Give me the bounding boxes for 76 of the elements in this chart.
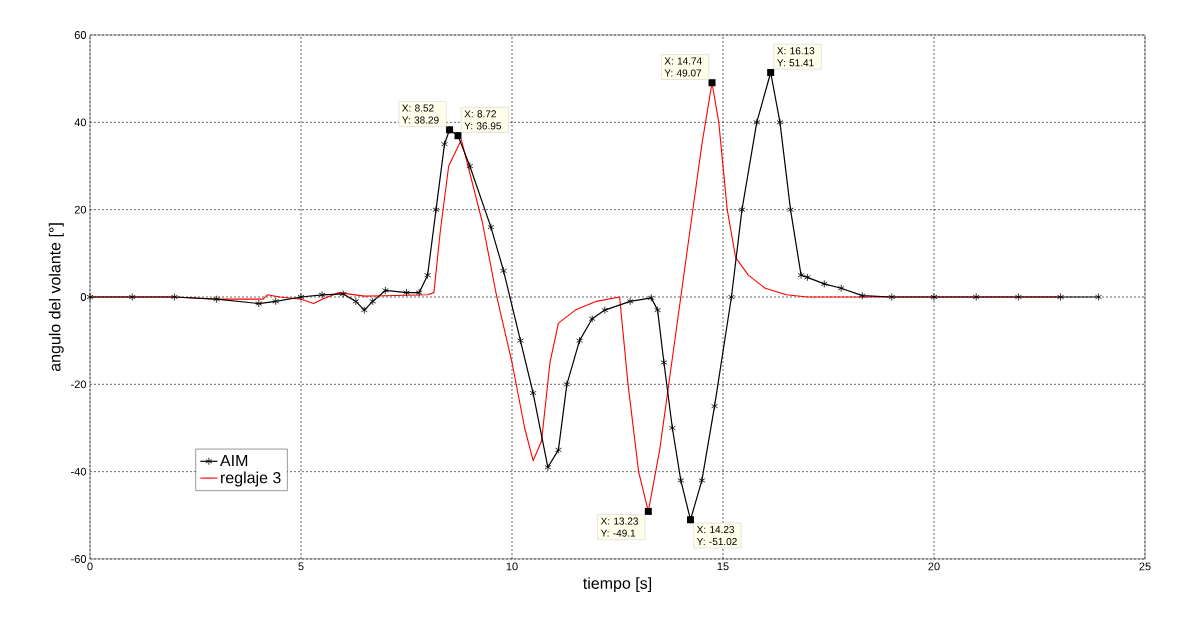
- point: [797, 271, 805, 280]
- point: [930, 293, 938, 301]
- point: [487, 223, 495, 232]
- point: [318, 290, 326, 299]
- point: [738, 205, 746, 214]
- y-tick-label: 60: [74, 31, 87, 39]
- annotation: X: 16.13 Y: 51.41: [777, 47, 815, 67]
- x-tick-label: 25: [1139, 562, 1151, 571]
- point: [424, 271, 432, 280]
- point: [500, 266, 507, 275]
- x-axis-title: tiempo [s]: [583, 577, 652, 593]
- y-tick-label: 20: [74, 205, 87, 214]
- point: [654, 306, 662, 314]
- point: [677, 476, 685, 485]
- y-tick-label: -60: [71, 555, 87, 563]
- legend-label: AIM: [220, 455, 248, 467]
- point: [86, 293, 94, 301]
- point: [820, 279, 828, 288]
- point: [544, 463, 552, 472]
- point: [529, 389, 537, 397]
- point: [170, 293, 178, 301]
- point: [588, 314, 596, 323]
- point: [668, 424, 676, 432]
- point: [517, 336, 524, 345]
- point: [626, 297, 634, 306]
- point: [647, 293, 655, 302]
- point: [128, 293, 136, 301]
- point: [432, 205, 440, 214]
- y-tick-label: -20: [71, 380, 87, 389]
- point: [441, 140, 448, 149]
- point: [803, 273, 811, 282]
- point: [466, 162, 474, 170]
- point: [339, 290, 347, 298]
- point: [698, 476, 706, 485]
- point: [360, 306, 368, 314]
- y-tick-label: -40: [71, 467, 87, 476]
- point: [563, 380, 571, 389]
- point: [403, 288, 410, 297]
- point: [576, 336, 583, 345]
- point: [554, 445, 562, 454]
- y-tick-label: 0: [80, 293, 87, 301]
- point: [711, 402, 718, 411]
- point: [415, 288, 423, 297]
- point: [776, 118, 784, 127]
- annotation: X: 8.52 Y: 38.29: [402, 104, 439, 124]
- x-tick-label: 15: [717, 562, 729, 571]
- point: [888, 293, 896, 301]
- annotation: X: 8.72 Y: 36.95: [464, 110, 502, 130]
- y-axis-title: angulo del volante [°]: [48, 223, 64, 372]
- point: [1095, 293, 1102, 301]
- point: [381, 286, 389, 295]
- point: [753, 118, 761, 127]
- x-tick-label: 0: [87, 562, 93, 571]
- x-tick-label: 5: [298, 562, 304, 571]
- legend-label: reglaje 3: [221, 471, 281, 487]
- point: [1057, 293, 1065, 301]
- point: [858, 291, 866, 300]
- annotation: X: 13.23 Y: -49.1: [600, 517, 638, 537]
- point: [369, 297, 377, 306]
- point: [213, 295, 221, 304]
- annotation: X: 14.23 Y: -51.02: [696, 525, 737, 546]
- point: [297, 293, 305, 301]
- y-tick-label: 40: [74, 118, 87, 127]
- point: [837, 284, 845, 293]
- point: [352, 297, 360, 306]
- point: [255, 299, 263, 308]
- point: [972, 293, 980, 301]
- point: [272, 297, 280, 306]
- point: [660, 358, 668, 367]
- x-tick-label: 10: [506, 562, 518, 571]
- point: [1014, 293, 1022, 301]
- point: [728, 293, 735, 301]
- x-tick-label: 20: [928, 562, 940, 571]
- point: [601, 306, 609, 314]
- annotation: X: 14.74 Y: 49.07: [664, 57, 702, 77]
- point: [787, 205, 794, 214]
